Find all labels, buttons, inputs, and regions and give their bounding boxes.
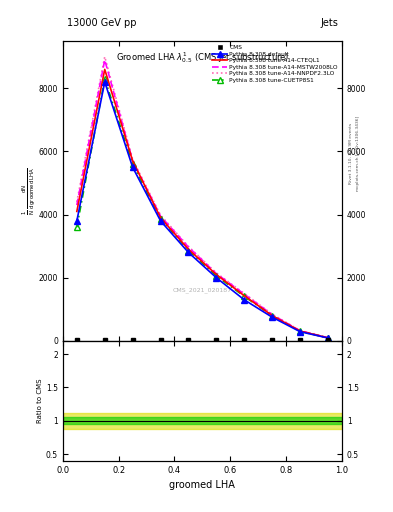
Text: Jets: Jets <box>320 18 338 28</box>
Text: mcplots.cern.ch [arXiv:1306.3436]: mcplots.cern.ch [arXiv:1306.3436] <box>356 116 360 191</box>
Legend: CMS, Pythia 8.308 default, Pythia 8.308 tune-A14-CTEQL1, Pythia 8.308 tune-A14-M: CMS, Pythia 8.308 default, Pythia 8.308 … <box>211 44 339 84</box>
Bar <box>63 417 342 424</box>
Text: CMS_2021_020187: CMS_2021_020187 <box>173 287 232 293</box>
Text: Rivet 3.1.10, ≥ 2.9M events: Rivet 3.1.10, ≥ 2.9M events <box>349 123 353 184</box>
Text: Groomed LHA $\lambda^{1}_{0.5}$ (CMS jet substructure): Groomed LHA $\lambda^{1}_{0.5}$ (CMS jet… <box>116 50 289 65</box>
Y-axis label: Ratio to CMS: Ratio to CMS <box>37 378 43 423</box>
Bar <box>63 413 342 429</box>
Y-axis label: $\frac{1}{\mathrm{N}}\,\frac{\mathrm{d}\mathrm{N}}{\mathrm{d}\,\mathrm{groomed}\: $\frac{1}{\mathrm{N}}\,\frac{\mathrm{d}\… <box>20 167 37 215</box>
Text: 13000 GeV pp: 13000 GeV pp <box>67 18 136 28</box>
X-axis label: groomed LHA: groomed LHA <box>169 480 235 490</box>
